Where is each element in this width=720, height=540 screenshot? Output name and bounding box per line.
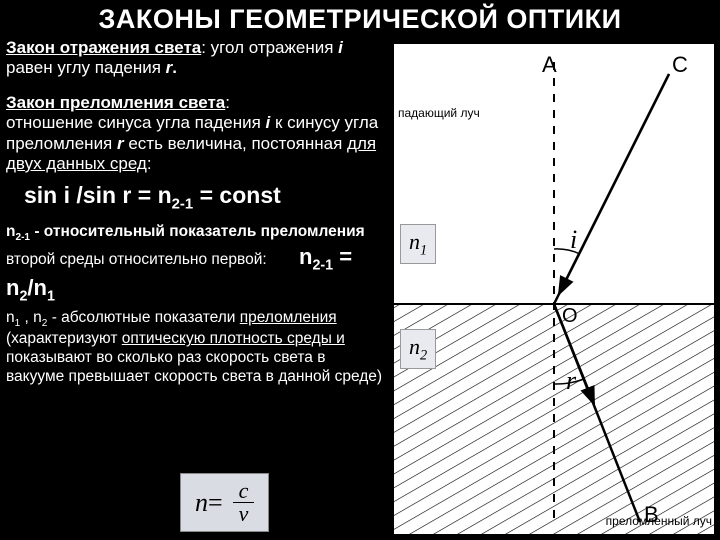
svg-text:A: A <box>542 52 557 77</box>
absolute-index: n1 , n2 - абсолютные показатели преломле… <box>6 309 386 386</box>
reflection-law: Закон отражения света: угол отражения i … <box>6 38 386 79</box>
text-column: Закон отражения света: угол отражения i … <box>6 38 386 386</box>
svg-text:O: O <box>562 305 578 327</box>
law1-head: Закон отражения света <box>6 38 201 57</box>
svg-text:C: C <box>672 52 688 77</box>
svg-text:i: i <box>570 225 577 254</box>
fraction: c v <box>233 480 255 525</box>
refracted-label: преломленный луч <box>606 514 712 528</box>
speed-formula-box: n = c v <box>180 473 269 532</box>
snell-formula: sin i /sin r = n2-1 = const <box>24 182 386 213</box>
page-title: ЗАКОНЫ ГЕОМЕТРИЧЕСКОЙ ОПТИКИ <box>0 0 720 37</box>
relative-index: n2-1 - относительный показатель преломле… <box>6 223 386 305</box>
incident-label: падающий луч <box>398 106 480 120</box>
law2-head: Закон преломления света <box>6 93 225 112</box>
refraction-law: Закон преломления света: отношение синус… <box>6 93 386 175</box>
n2-box: n2 <box>400 329 436 369</box>
svg-text:r: r <box>566 366 577 395</box>
optics-diagram: A C O B i r n1 n2 падающий луч преломлен… <box>394 44 714 534</box>
n1-box: n1 <box>400 224 436 264</box>
